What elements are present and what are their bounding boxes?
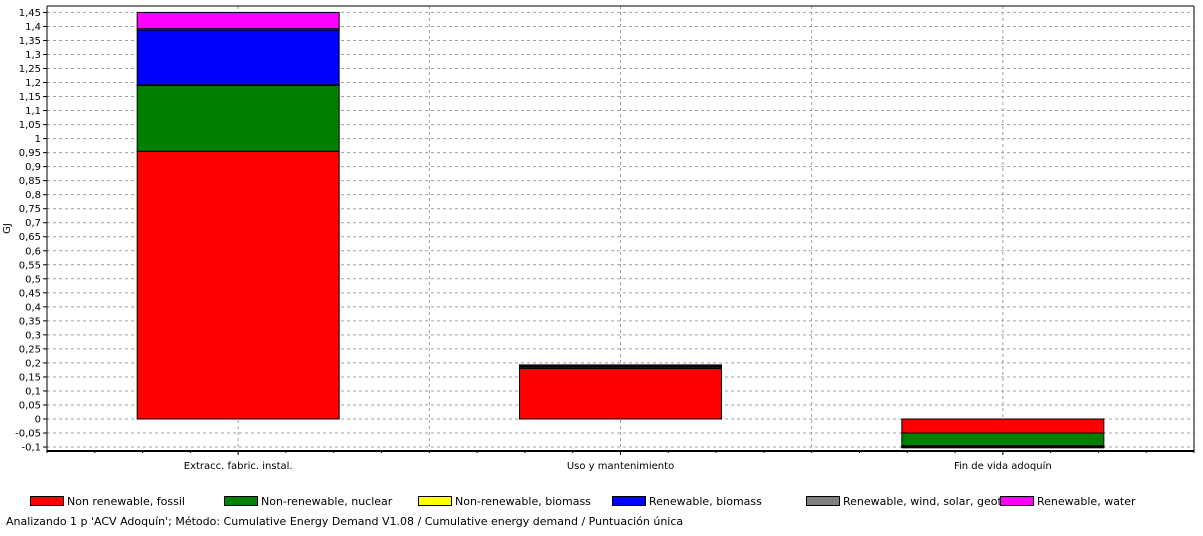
y-tick-label: 0,9 <box>25 162 41 173</box>
y-tick-label: 0,65 <box>19 232 41 243</box>
legend-label: Non-renewable, biomass <box>455 494 591 508</box>
y-tick-label: 0,75 <box>19 204 41 215</box>
y-tick-label: 1,2 <box>25 78 41 89</box>
legend-label: Renewable, biomass <box>649 494 762 508</box>
y-tick-label: 0,45 <box>19 288 41 299</box>
legend-item: Renewable, biomass <box>612 492 762 510</box>
y-tick-label: 0,95 <box>19 148 41 159</box>
bar-segment <box>136 11 340 30</box>
y-tick-label: 0,55 <box>19 260 41 271</box>
y-tick-label: 0,05 <box>19 400 41 411</box>
legend-label: Renewable, wind, solar, geothe <box>843 494 1016 508</box>
bar-segment <box>901 418 1105 434</box>
energy-demand-chart: -0,1 -0,05 0 0,05 0,1 0,15 0,2 0,25 0,3 0,35 0,4 0,… <box>2 5 1195 472</box>
y-tick-label: 0,25 <box>19 344 41 355</box>
bars <box>136 11 1105 449</box>
legend-label: Renewable, water <box>1037 494 1136 508</box>
y-tick-label: 1 <box>35 134 41 145</box>
legend-swatch <box>806 496 840 506</box>
x-tick-label: Extracc. fabric. instal. <box>184 461 293 472</box>
y-tick-label: 1,15 <box>19 92 41 103</box>
analysis-footer: Analizando 1 p 'ACV Adoquín'; Método: Cu… <box>6 515 684 528</box>
axes: -0,1 -0,05 0 0,05 0,1 0,15 0,2 0,25 0,3 0,35 0,4 0,… <box>15 5 1195 472</box>
legend-swatch <box>418 496 452 506</box>
legend-swatch <box>612 496 646 506</box>
bar-segment <box>136 150 340 420</box>
y-tick-label: 0,4 <box>25 302 41 313</box>
y-tick-label: 0,7 <box>25 218 41 229</box>
legend-item: Renewable, water <box>1000 492 1136 510</box>
y-tick-label: 0,3 <box>25 330 41 341</box>
y-tick-label: 0,15 <box>19 372 41 383</box>
legend-item: Renewable, wind, solar, geothe <box>806 492 1016 510</box>
bar-segment <box>901 432 1105 447</box>
legend-swatch <box>30 496 64 506</box>
y-tick-label: 0,35 <box>19 316 41 327</box>
y-tick-label: -0,05 <box>15 429 41 440</box>
bar-segment <box>519 364 722 367</box>
bar-segment <box>136 84 340 152</box>
y-tick-label: 0,6 <box>25 246 41 257</box>
bar-segment <box>136 29 340 86</box>
y-tick-label: 0,2 <box>25 358 41 369</box>
legend: Non renewable, fossil Non-renewable, nucl… <box>0 492 1203 510</box>
y-tick-label: 0,85 <box>19 176 41 187</box>
y-tick-label: 0 <box>35 415 41 426</box>
y-tick-label: 1,35 <box>19 36 41 47</box>
y-tick-label: 0,1 <box>25 386 41 397</box>
bar-segment <box>901 446 1105 449</box>
x-tick-label: Uso y mantenimiento <box>567 461 674 472</box>
legend-swatch <box>224 496 258 506</box>
legend-item: Non renewable, fossil <box>30 492 185 510</box>
legend-item: Non-renewable, nuclear <box>224 492 392 510</box>
legend-item: Non-renewable, biomass <box>418 492 591 510</box>
legend-label: Non renewable, fossil <box>67 494 185 508</box>
y-axis-label: GJ <box>2 223 13 234</box>
y-tick-label: 1,25 <box>19 64 41 75</box>
y-tick-label: 1,1 <box>25 106 41 117</box>
y-tick-label: 1,45 <box>19 8 41 19</box>
y-tick-label: 0,8 <box>25 190 41 201</box>
y-tick-label: 1,4 <box>25 22 41 33</box>
legend-swatch <box>1000 496 1034 506</box>
y-tick-label: -0,1 <box>21 443 41 454</box>
bar-segment <box>519 368 722 420</box>
y-tick-label: 0,5 <box>25 274 41 285</box>
y-tick-label: 1,05 <box>19 120 41 131</box>
y-tick-label: 1,3 <box>25 50 41 61</box>
x-tick-label: Fin de vida adoquín <box>954 460 1052 472</box>
legend-label: Non-renewable, nuclear <box>261 494 393 508</box>
